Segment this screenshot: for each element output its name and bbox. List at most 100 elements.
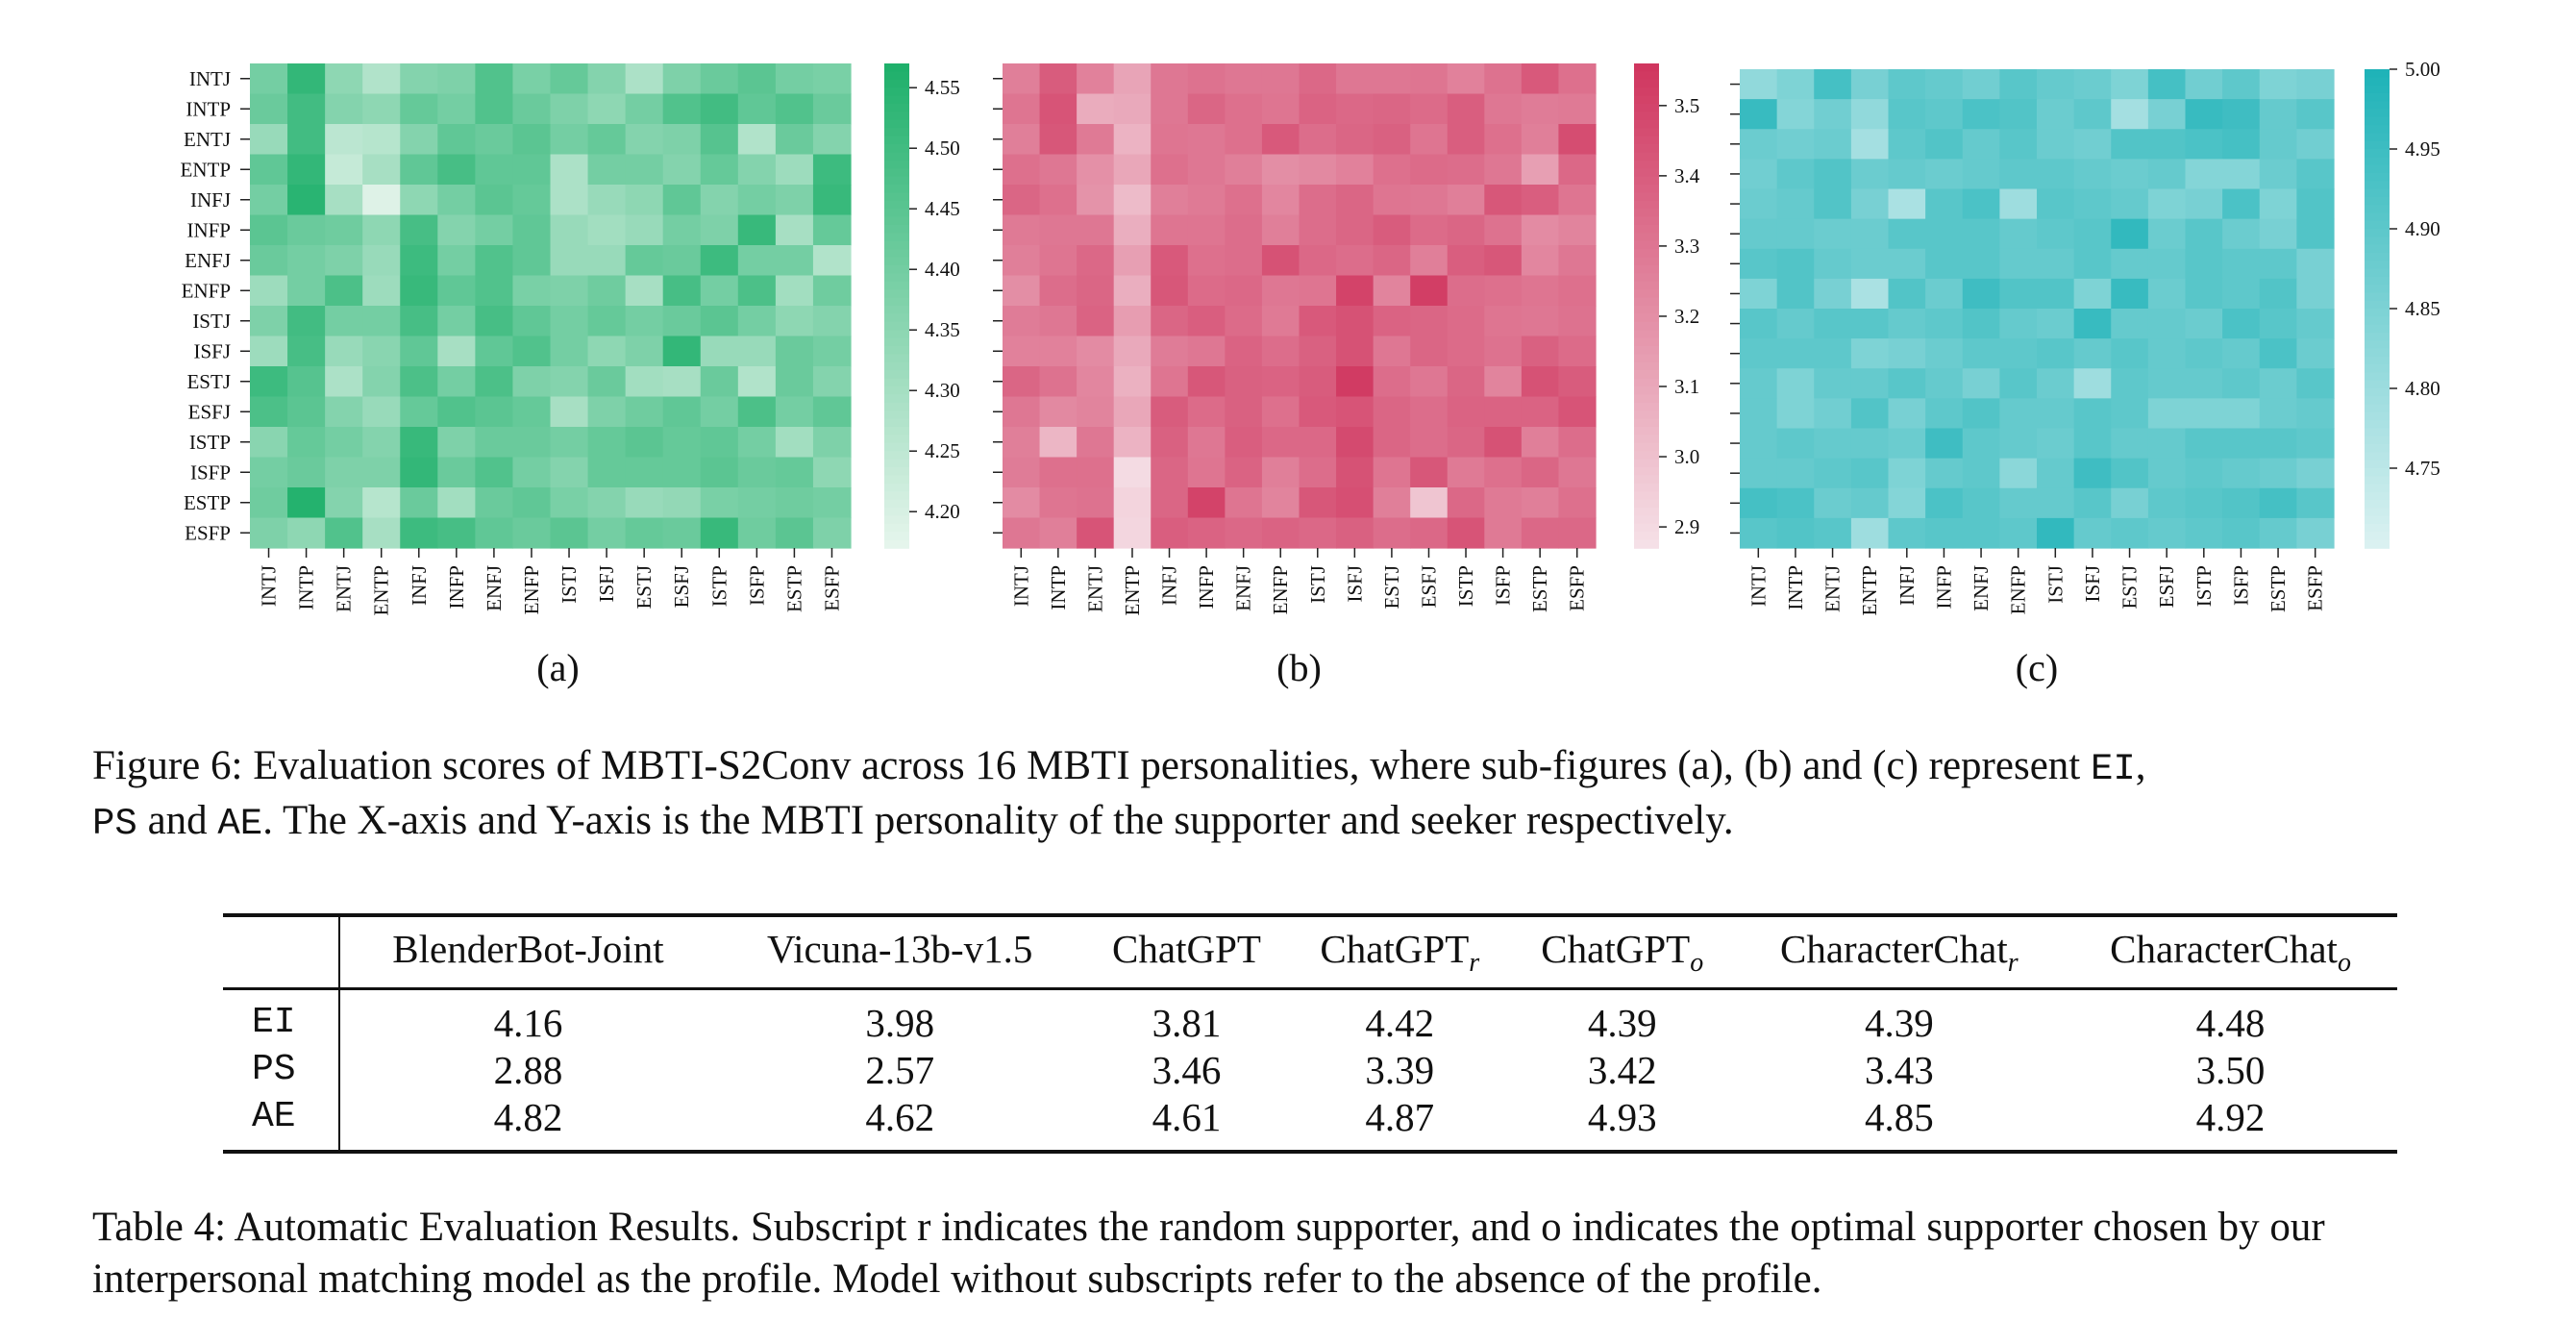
heatmap-cell [2037,69,2075,100]
heatmap-cell [1261,154,1300,186]
heatmap-cell [662,427,702,459]
heatmap-cell [1962,99,2000,130]
heatmap-cell [775,517,814,549]
y-tick-label: ENTJ [184,128,231,151]
colorbar-tick-label: 3.1 [1674,375,1699,398]
colorbar-segment [1634,467,1659,477]
colorbar-segment [884,499,909,509]
colorbar-tick-label: 4.20 [925,500,960,523]
heatmap-cell [2222,188,2261,220]
heatmap-cell [2259,69,2297,100]
heatmap-cell [2222,278,2261,310]
heatmap-cell [1447,154,1485,186]
heatmap-cell [2259,218,2297,250]
colorbar-segment [884,321,909,331]
heatmap-cell [1850,188,1890,220]
heatmap-cell [250,93,288,125]
heatmap-cell [2037,338,2075,369]
colorbar-segment [2365,332,2390,341]
heatmap-cell [1299,124,1337,156]
heatmap-cell [1484,245,1523,277]
table-cell: 2.57 [865,1047,935,1092]
heatmap-cell [437,306,476,337]
heatmap-cell [662,185,702,216]
heatmap-cell [550,245,589,277]
heatmap-cell [1850,278,1890,310]
colorbar-segment [2365,116,2390,126]
heatmap-cell [1558,63,1597,95]
heatmap-cell [1410,275,1449,307]
heatmap-cell [287,366,326,398]
heatmap-cell [775,124,814,156]
heatmap-cell [1039,366,1077,398]
heatmap-cell [587,517,627,549]
heatmap-cell [1814,458,1852,489]
heatmap-cell [812,275,852,307]
heatmap-cell [1814,248,1852,280]
heatmap-cell [2296,309,2335,339]
x-tick-label: ISTP [707,565,731,607]
colorbar-segment [1634,361,1659,371]
heatmap-cell [550,275,589,307]
heatmap-cell [1999,428,2038,460]
heatmap-cell [1962,159,2000,190]
heatmap-cell [737,457,777,488]
colorbar-segment [884,297,909,307]
heatmap-cell [2185,309,2223,339]
heatmap-cell [1151,214,1189,246]
heatmap-cell [1410,124,1449,156]
heatmap-cell [512,154,552,186]
x-tick-label: ISFP [1492,565,1515,606]
heatmap-cell [2259,248,2297,280]
heatmap-cell [587,63,627,95]
heatmap-cell [250,336,288,367]
colorbar-segment [2365,164,2390,174]
colorbar-segment [1634,313,1659,323]
heatmap-cell [812,245,852,277]
heatmap-cell [1740,458,1778,489]
colorbar-segment [2365,229,2390,238]
heatmap-cell [1814,517,1852,549]
heatmap-cell [2111,129,2149,160]
heatmap-cell [737,487,777,519]
heatmap-cell [1521,427,1560,459]
heatmap-cell [362,93,401,125]
heatmap-cell [1776,428,1815,460]
heatmap-cell [1039,306,1077,337]
heatmap-cell [1113,306,1152,337]
table-corner-cell [223,915,340,990]
heatmap-cell [1776,159,1815,190]
heatmap-cell [1151,396,1189,428]
heatmap-cell [812,366,852,398]
heatmap-cell [1962,338,2000,369]
colorbar-segment [2365,92,2390,102]
colorbar-segment [884,136,909,145]
heatmap-cell [2037,309,2075,339]
colorbar-tick-label: 2.9 [1674,515,1699,538]
heatmap-cell [587,487,627,519]
col-header-subscript: o [2337,947,2351,978]
heatmap-cell [1225,306,1263,337]
heatmap-cell [587,336,627,367]
colorbar-segment [1634,289,1659,299]
heatmap-cell [1484,154,1523,186]
heatmap-cell [1003,487,1041,519]
col-header-text: Vicuna-13b-v1.5 [766,926,1033,971]
x-tick-label: ISFJ [595,565,618,603]
heatmap-cell [1039,63,1077,95]
heatmap-cell [287,336,326,367]
heatmap-cell [662,366,702,398]
heatmap-cell [625,275,664,307]
colorbar-segment [884,185,909,194]
colorbar-segment [2365,268,2390,278]
colorbar-segment [1634,532,1659,541]
colorbar-segment [884,281,909,290]
colorbar-segment [884,532,909,541]
heatmap-cell [1962,188,2000,220]
heatmap-cell [1850,458,1890,489]
heatmap-cell [1558,154,1597,186]
heatmap-cell [737,396,777,428]
colorbar-segment [1634,321,1659,331]
colorbar-segment [884,354,909,363]
heatmap-cell [775,275,814,307]
